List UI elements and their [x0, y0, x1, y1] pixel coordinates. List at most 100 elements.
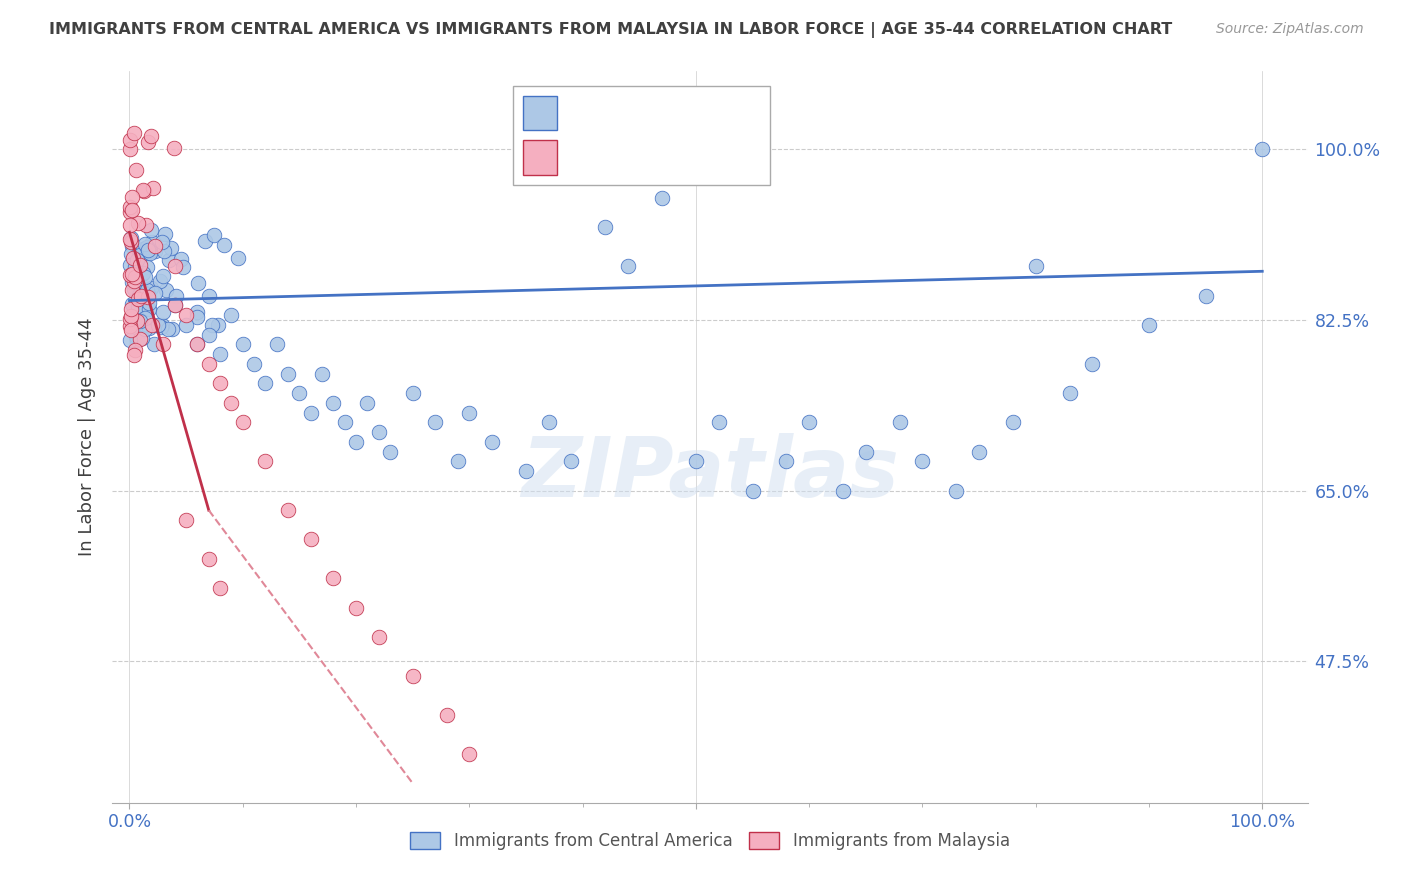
- Point: [136, 260, 159, 275]
- Point: [134, 185, 156, 199]
- Point: [134, 270, 156, 285]
- Point: [134, 311, 156, 326]
- Point: [120, 302, 142, 317]
- Point: [118, 133, 141, 147]
- Point: [254, 454, 277, 468]
- Point: [121, 297, 143, 311]
- Point: [125, 314, 148, 328]
- Point: [135, 283, 157, 297]
- Point: [120, 322, 142, 336]
- Point: [186, 337, 208, 351]
- Point: [125, 253, 148, 268]
- Y-axis label: In Labor Force | Age 35-44: In Labor Force | Age 35-44: [77, 318, 96, 557]
- Point: [356, 396, 378, 410]
- Point: [131, 242, 153, 256]
- Point: [889, 416, 911, 430]
- Point: [118, 319, 141, 334]
- Point: [911, 454, 934, 468]
- Point: [121, 203, 143, 218]
- Point: [127, 300, 149, 314]
- Point: [142, 336, 165, 351]
- Point: [170, 252, 193, 267]
- Point: [124, 270, 146, 285]
- Point: [128, 288, 150, 302]
- Point: [832, 483, 855, 498]
- Point: [288, 386, 311, 401]
- Point: [174, 308, 197, 322]
- Point: [186, 277, 208, 291]
- Point: [1194, 288, 1216, 302]
- Point: [141, 280, 163, 294]
- Point: [186, 337, 208, 351]
- Point: [121, 190, 143, 204]
- Point: [707, 416, 730, 430]
- Point: [299, 533, 322, 547]
- Point: [135, 218, 157, 232]
- Point: [197, 288, 219, 302]
- Point: [121, 239, 143, 253]
- Point: [143, 285, 166, 300]
- Point: [367, 630, 389, 644]
- Point: [186, 305, 208, 319]
- Point: [458, 747, 481, 761]
- Point: [142, 181, 165, 195]
- Point: [141, 318, 163, 332]
- Point: [425, 416, 447, 430]
- Point: [129, 332, 152, 346]
- Point: [266, 337, 288, 351]
- Point: [299, 406, 322, 420]
- Point: [135, 240, 157, 254]
- Point: [125, 284, 148, 298]
- Point: [967, 444, 990, 458]
- Point: [124, 343, 146, 357]
- Point: [1002, 416, 1025, 430]
- Point: [436, 708, 458, 723]
- Point: [125, 333, 148, 347]
- Point: [155, 227, 177, 242]
- Point: [145, 244, 167, 258]
- Point: [855, 444, 877, 458]
- Legend: Immigrants from Central America, Immigrants from Malaysia: Immigrants from Central America, Immigra…: [404, 825, 1017, 856]
- Point: [141, 129, 163, 144]
- Point: [165, 289, 187, 303]
- Point: [118, 232, 141, 246]
- Point: [120, 231, 142, 245]
- Point: [202, 227, 225, 242]
- Point: [122, 348, 145, 362]
- Point: [209, 376, 232, 391]
- Point: [201, 318, 224, 332]
- Point: [128, 244, 150, 259]
- Point: [118, 200, 141, 214]
- Point: [122, 282, 145, 296]
- Point: [121, 283, 143, 297]
- Text: Source: ZipAtlas.com: Source: ZipAtlas.com: [1216, 22, 1364, 37]
- Point: [120, 309, 142, 323]
- Point: [322, 396, 344, 410]
- Point: [152, 337, 174, 351]
- Point: [209, 581, 232, 595]
- Point: [156, 322, 179, 336]
- Point: [132, 285, 155, 299]
- Point: [120, 268, 142, 283]
- Point: [150, 235, 173, 249]
- Point: [136, 290, 159, 304]
- Point: [153, 244, 176, 259]
- Point: [143, 239, 166, 253]
- Point: [131, 267, 153, 281]
- Point: [322, 572, 344, 586]
- Text: ZIPatlas: ZIPatlas: [522, 434, 898, 514]
- Point: [458, 406, 481, 420]
- Point: [134, 237, 156, 252]
- Point: [132, 183, 155, 197]
- Point: [124, 126, 146, 140]
- Point: [311, 367, 333, 381]
- Point: [333, 416, 356, 430]
- Point: [593, 220, 616, 235]
- Point: [277, 503, 299, 517]
- Point: [232, 416, 254, 430]
- Point: [135, 301, 157, 316]
- Point: [447, 454, 470, 468]
- Point: [129, 314, 152, 328]
- Point: [120, 246, 142, 260]
- Point: [160, 241, 183, 255]
